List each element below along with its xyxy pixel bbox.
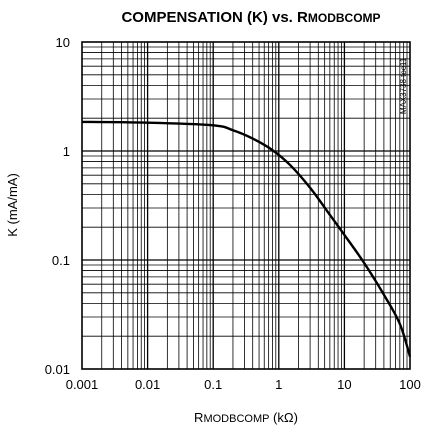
x-tick-label: 0.001 xyxy=(66,377,99,392)
data-point xyxy=(363,262,365,264)
x-tick-labels: 0.001 0.01 0.1 1 10 100 xyxy=(66,377,421,392)
data-point xyxy=(212,124,214,126)
data-point xyxy=(309,187,311,189)
series-line xyxy=(81,120,412,357)
y-tick-label: 0.1 xyxy=(52,253,70,268)
data-point xyxy=(399,323,401,325)
data-point xyxy=(146,121,148,123)
data-point xyxy=(232,129,234,131)
y-tick-labels: 0.01 0.1 1 10 xyxy=(45,35,70,377)
data-point xyxy=(329,214,331,216)
figure-note: MAX3738 toc11 xyxy=(399,57,408,114)
x-tick-label: 100 xyxy=(399,377,421,392)
y-tick-label: 0.01 xyxy=(45,362,70,377)
y-axis-label: K (mA/mA) xyxy=(5,173,20,237)
x-tick-label: 0.01 xyxy=(135,377,160,392)
x-tick-label: 10 xyxy=(337,377,351,392)
plot-frame xyxy=(81,41,411,370)
x-axis-label: RMODBCOMP (kΩ) xyxy=(194,410,298,425)
data-point xyxy=(383,294,385,296)
y-tick-label: 10 xyxy=(56,35,70,50)
x-tick-label: 1 xyxy=(275,377,282,392)
data-point xyxy=(81,121,83,123)
x-tick-label: 0.1 xyxy=(204,377,222,392)
grid xyxy=(82,42,410,369)
data-point xyxy=(289,164,291,166)
data-point xyxy=(251,137,253,139)
chart-title: COMPENSATION (K) vs. RMODBCOMP xyxy=(121,9,380,26)
y-tick-label: 1 xyxy=(63,144,70,159)
data-point xyxy=(343,234,345,236)
data-point xyxy=(271,149,273,151)
data-point xyxy=(409,355,411,357)
